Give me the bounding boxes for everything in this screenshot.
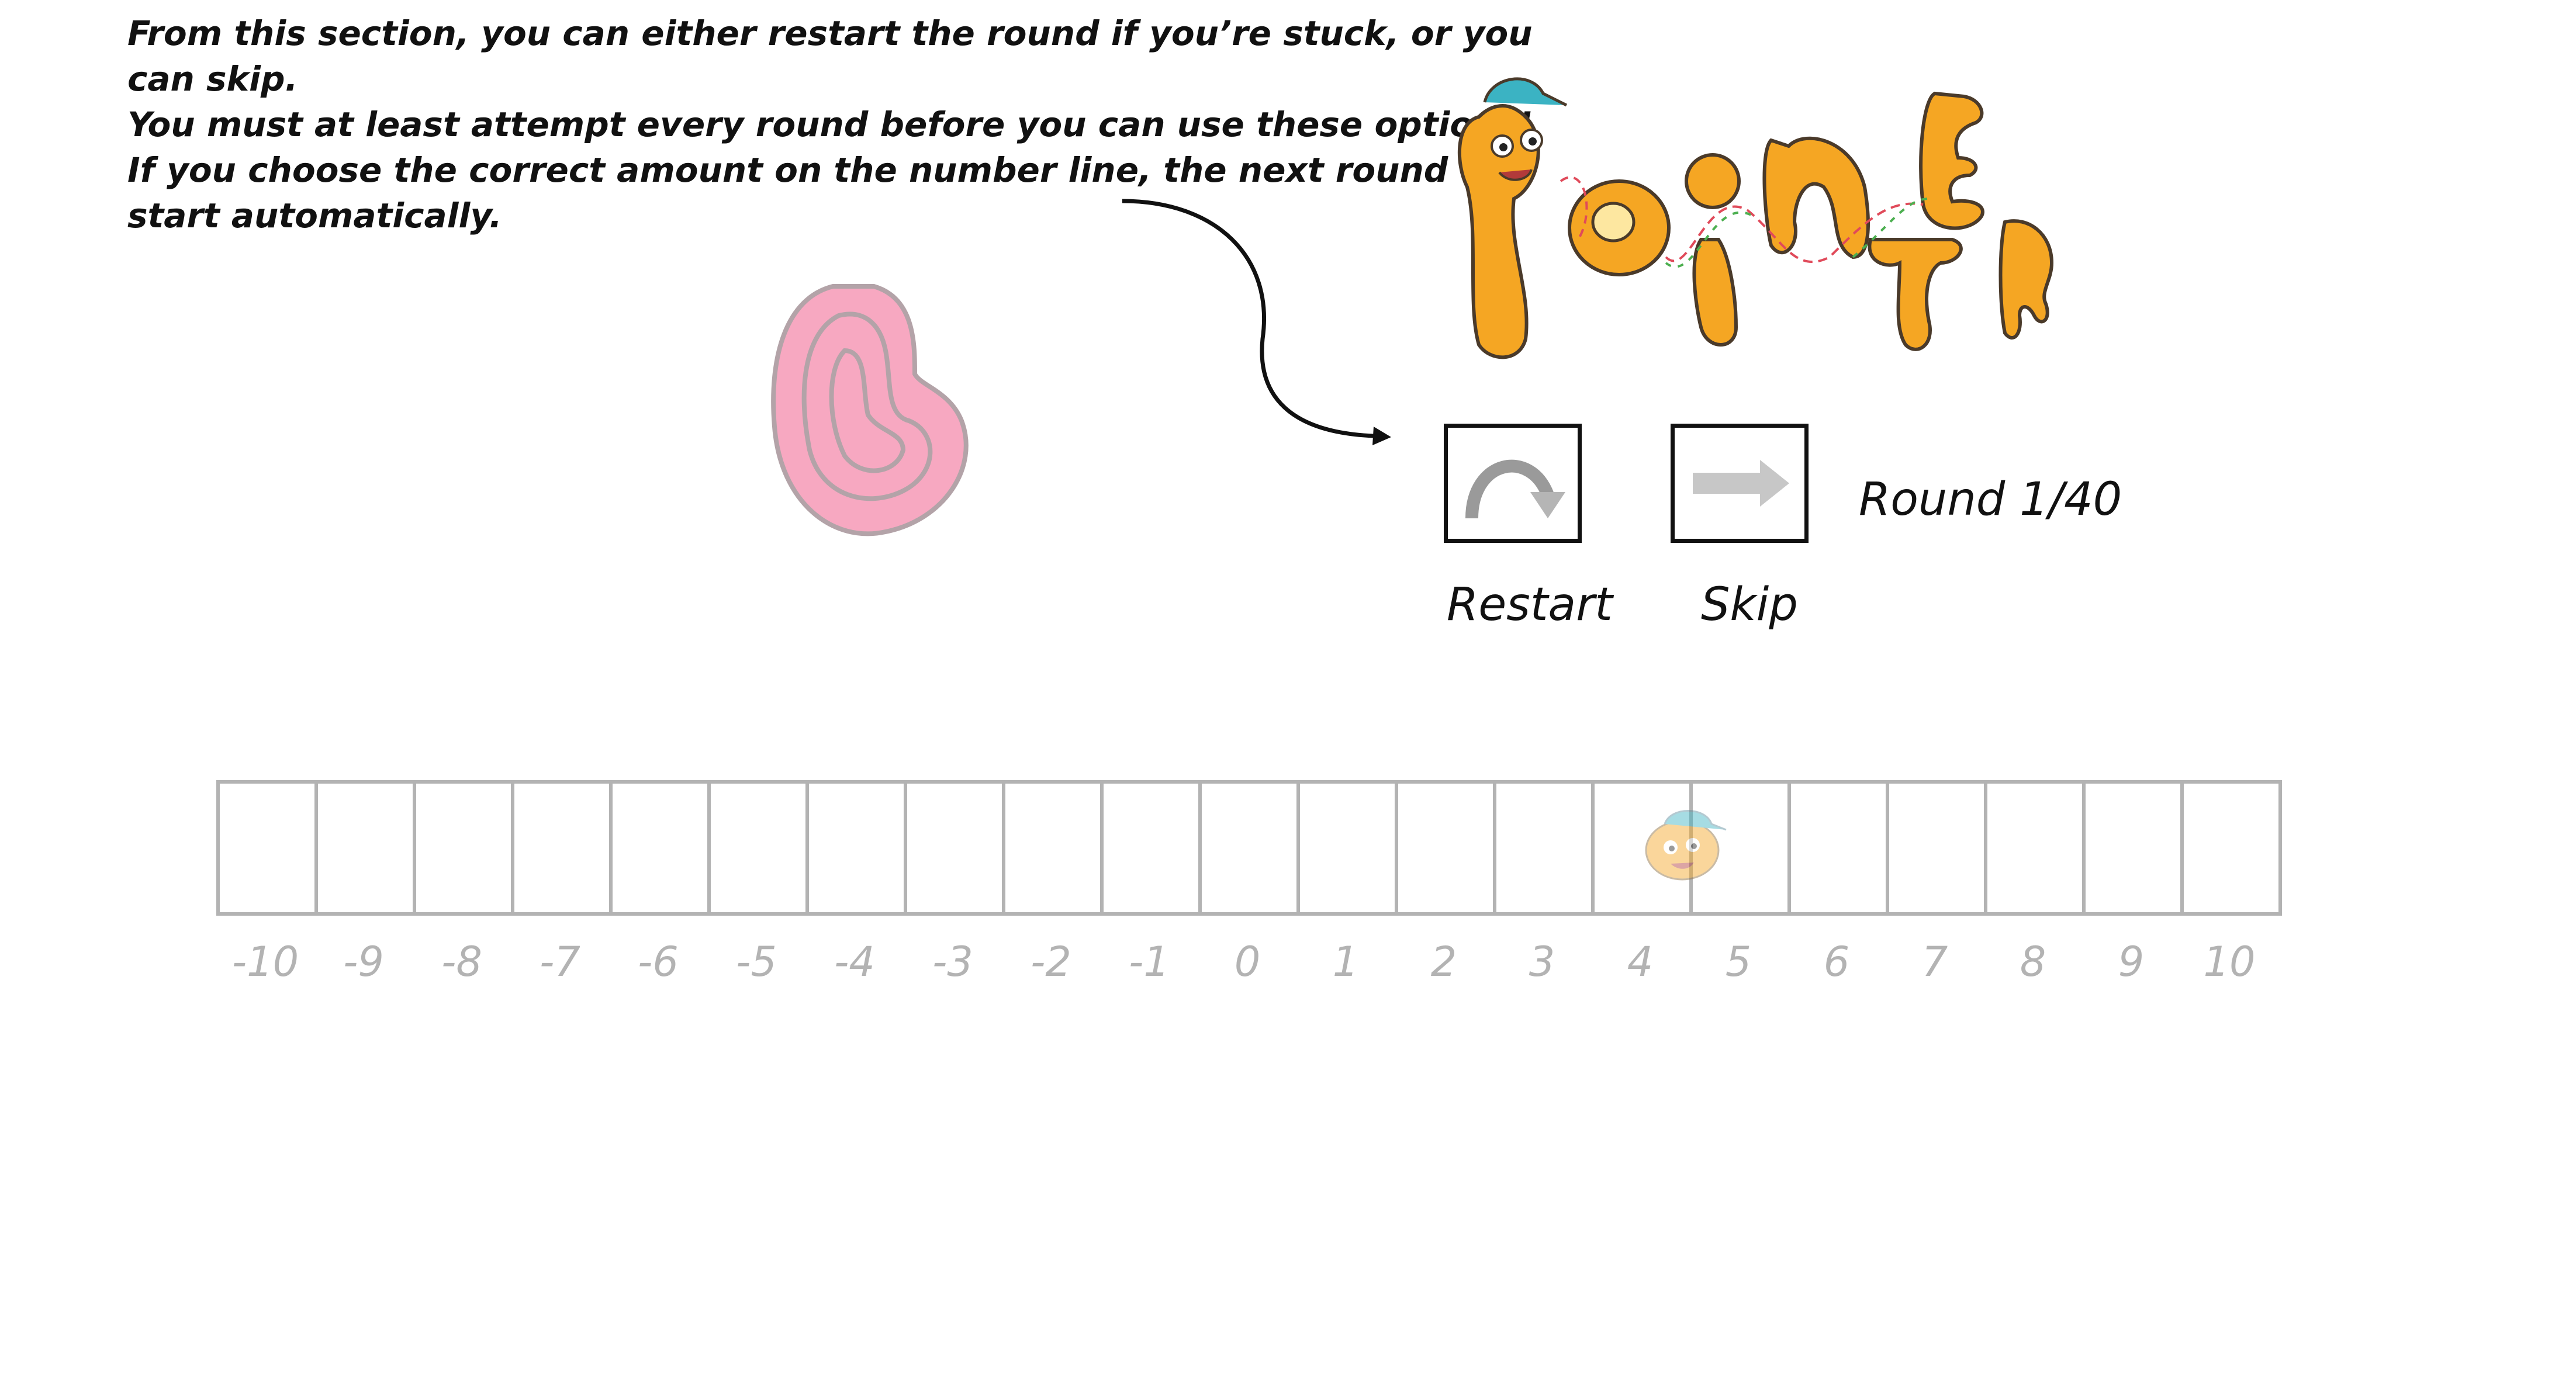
number-line-cell[interactable] — [1002, 780, 1104, 916]
restart-label: Restart — [1447, 579, 1613, 631]
tick-label: 5 — [1725, 938, 1752, 986]
number-line-cell[interactable] — [2180, 780, 2282, 916]
pink-blob-image — [771, 284, 969, 536]
tick-label: 0 — [1234, 938, 1261, 986]
tick-label: 4 — [1627, 938, 1654, 986]
number-line-cell[interactable] — [904, 780, 1005, 916]
instructions: From this section, you can either restar… — [127, 11, 1542, 238]
number-line-cell[interactable] — [2082, 780, 2184, 916]
tick-label: -1 — [1129, 938, 1170, 986]
number-line-cell[interactable] — [216, 780, 318, 916]
instruction-line-1: From this section, you can either restar… — [127, 13, 1533, 99]
tick-label: -2 — [1031, 938, 1071, 986]
number-line-cell[interactable] — [1296, 780, 1398, 916]
instruction-line-3: If you choose the correct amount on the … — [127, 150, 1526, 235]
number-line-cell[interactable] — [1689, 780, 1791, 916]
number-line-cell[interactable] — [1493, 780, 1595, 916]
tick-label: -10 — [231, 938, 299, 986]
instruction-line-2: You must at least attempt every round be… — [127, 105, 1533, 144]
number-line-ticks: -10 -9 -8 -7 -6 -5 -4 -3 -2 -1 0 1 2 3 4… — [216, 938, 2278, 986]
tick-label: -5 — [736, 938, 777, 986]
skip-label: Skip — [1701, 579, 1798, 631]
pointer-logo — [1457, 77, 2054, 359]
tick-label: 9 — [2118, 938, 2145, 986]
number-line-cell[interactable] — [1886, 780, 1987, 916]
tick-label: -4 — [834, 938, 875, 986]
number-line-cell[interactable] — [1395, 780, 1496, 916]
tick-label: 8 — [2020, 938, 2046, 986]
pointer-character-icon — [1645, 810, 1727, 881]
tick-label: -3 — [932, 938, 973, 986]
number-line-cell[interactable] — [314, 780, 416, 916]
number-line-cell[interactable] — [511, 780, 613, 916]
tick-label: -8 — [441, 938, 482, 986]
tick-label: -7 — [540, 938, 580, 986]
tick-label: -6 — [638, 938, 679, 986]
curved-arrow-icon — [1122, 199, 1391, 445]
tick-label: -9 — [343, 938, 384, 986]
skip-button[interactable] — [1671, 424, 1809, 543]
number-line-cell[interactable] — [805, 780, 907, 916]
number-line-cell[interactable] — [1591, 780, 1693, 916]
restart-button[interactable] — [1444, 424, 1582, 543]
number-line-cell[interactable] — [1100, 780, 1202, 916]
number-line-cell[interactable] — [1198, 780, 1300, 916]
round-counter: Round 1/40 — [1859, 473, 2122, 526]
number-line-cell[interactable] — [609, 780, 711, 916]
number-line-cell[interactable] — [707, 780, 809, 916]
tick-label: 10 — [2203, 938, 2256, 986]
right-arrow-icon — [1693, 460, 1789, 507]
number-line-cell[interactable] — [413, 780, 514, 916]
tick-label: 7 — [1921, 938, 1948, 986]
tick-label: 3 — [1529, 938, 1555, 986]
restart-arrow-icon — [1465, 459, 1565, 519]
number-line-cell[interactable] — [1984, 780, 2086, 916]
tick-label: 1 — [1332, 938, 1359, 986]
tick-label: 2 — [1430, 938, 1457, 986]
number-line — [216, 780, 2282, 916]
number-line-cell[interactable] — [1787, 780, 1889, 916]
tick-label: 6 — [1823, 938, 1850, 986]
